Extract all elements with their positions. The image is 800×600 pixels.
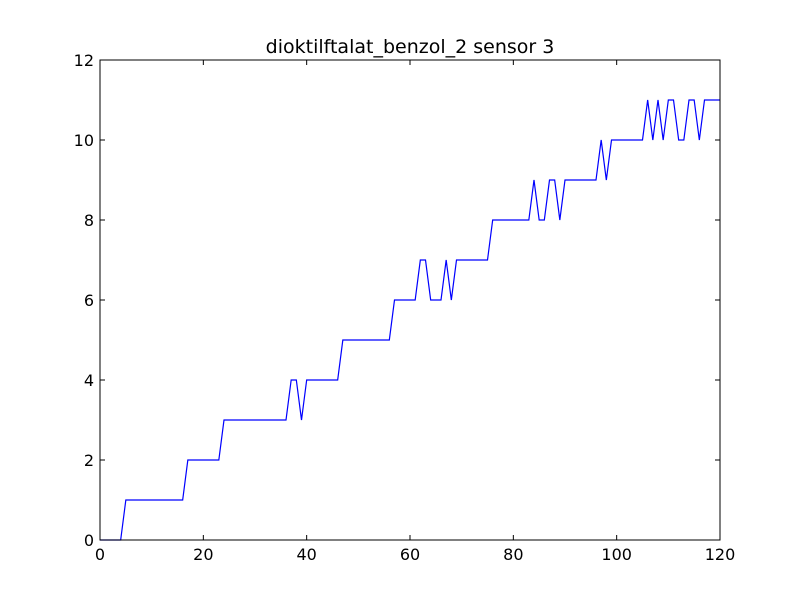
x-tick-label: 40 (296, 545, 316, 564)
x-tick-label: 60 (400, 545, 420, 564)
axis-ticks (99, 59, 721, 541)
x-tick-label: 100 (601, 545, 632, 564)
chart-title: dioktilftalat_benzol_2 sensor 3 (266, 36, 555, 58)
series-line (100, 99, 720, 541)
axis-tick-labels: 0 20 40 60 80 100 120 0 2 4 6 8 10 12 (74, 51, 736, 564)
y-tick-label: 0 (84, 531, 94, 550)
x-tick-label: 120 (705, 545, 736, 564)
x-tick-label: 0 (95, 545, 105, 564)
x-tick-label: 80 (503, 545, 523, 564)
y-tick-label: 6 (84, 291, 94, 310)
y-tick-label: 12 (74, 51, 94, 70)
y-tick-label: 10 (74, 131, 94, 150)
x-tick-label: 20 (193, 545, 213, 564)
y-tick-label: 4 (84, 371, 94, 390)
plot-frame (99, 59, 721, 541)
y-tick-label: 2 (84, 451, 94, 470)
y-tick-label: 8 (84, 211, 94, 230)
